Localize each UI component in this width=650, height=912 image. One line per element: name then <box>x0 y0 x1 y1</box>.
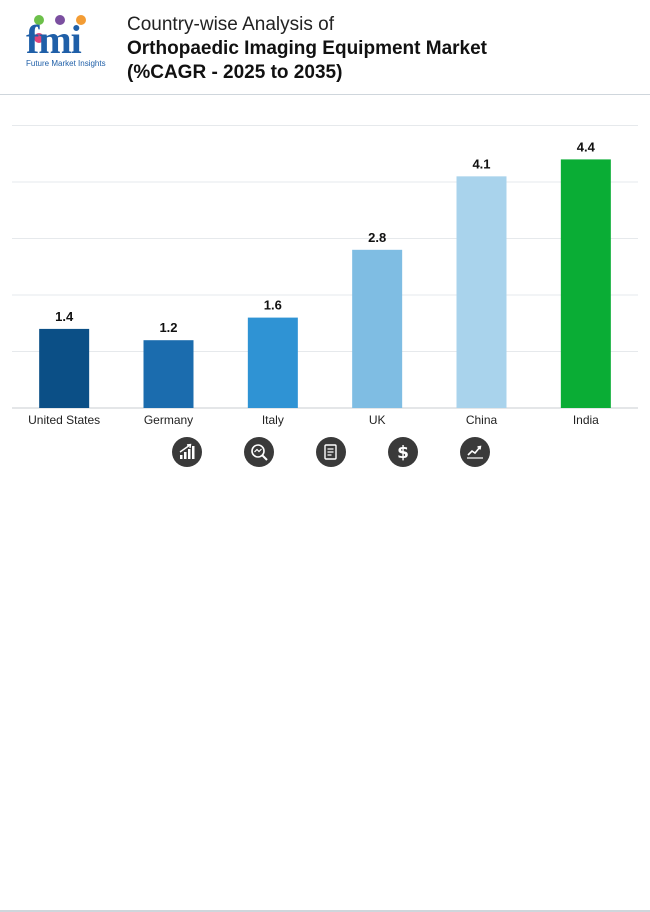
data-label-germany: 1.2 <box>159 320 177 335</box>
bar-china[interactable] <box>456 176 507 408</box>
trend-line-icon[interactable] <box>460 437 490 467</box>
x-tick-label-united-states: United States <box>28 413 100 427</box>
document-icon[interactable] <box>316 437 346 467</box>
bar-uk[interactable] <box>352 249 403 408</box>
svg-text:$: $ <box>397 443 409 462</box>
x-tick-label-uk: UK <box>369 413 386 427</box>
logo-letters: fmi <box>26 17 82 62</box>
bar-united-states[interactable] <box>39 328 90 408</box>
data-label-india: 4.4 <box>577 139 596 154</box>
magnifier-chart-icon[interactable] <box>244 437 274 467</box>
chart-title-line1: Country-wise Analysis of <box>127 14 334 35</box>
bar-italy[interactable] <box>247 317 298 408</box>
chart-title-line2: Orthopaedic Imaging Equipment Market <box>127 38 487 59</box>
logo-dots <box>34 12 110 48</box>
x-tick-label-china: China <box>466 413 498 427</box>
data-label-china: 4.1 <box>472 156 490 171</box>
data-label-italy: 1.6 <box>264 298 282 313</box>
logo-dot-purple <box>55 15 65 25</box>
dollar-icon[interactable]: $ <box>388 437 418 467</box>
header-divider <box>0 94 650 95</box>
logo-dot-pink <box>34 33 44 43</box>
x-tick-label-germany: Germany <box>144 413 193 427</box>
chart-title-line3: (%CAGR - 2025 to 2035) <box>127 62 343 83</box>
header: fmi Future Market Insights Country-wise … <box>0 0 650 95</box>
bar-growth-icon[interactable] <box>172 437 202 467</box>
logo-dot-green <box>34 15 44 25</box>
bar-germany[interactable] <box>143 340 194 408</box>
x-tick-label-italy: Italy <box>262 413 284 427</box>
bar-chart: 1.4 United States 1.2 Germany 1.6 Italy 2.8 UK 4… <box>12 125 638 427</box>
logo-tagline: Future Market Insights <box>26 59 106 68</box>
fmi-logo[interactable]: fmi Future Market Insights <box>22 12 110 72</box>
data-label-united-states: 1.4 <box>55 309 74 324</box>
bar-india[interactable] <box>560 159 611 408</box>
footer-icon-row: $ <box>0 434 650 912</box>
logo-dot-orange <box>76 15 86 25</box>
x-tick-label-india: India <box>573 413 599 427</box>
data-label-uk: 2.8 <box>368 230 386 245</box>
